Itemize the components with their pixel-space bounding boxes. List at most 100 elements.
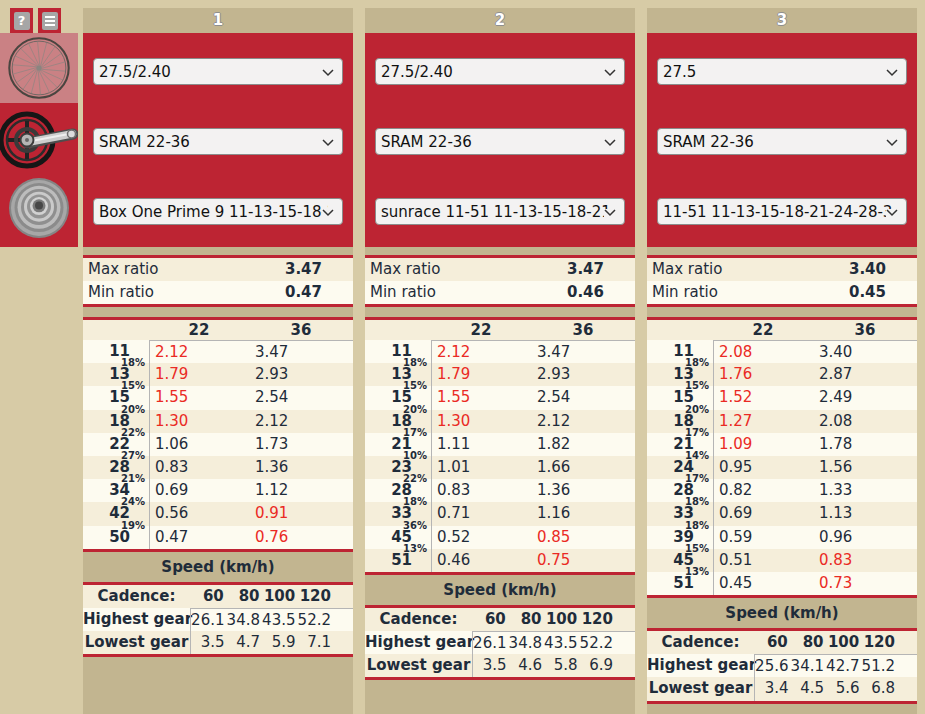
highest-speed-value: 34.8 [509, 632, 545, 654]
ratio-36-value: 2.12 [250, 410, 353, 433]
crankset-image[interactable] [0, 107, 78, 173]
wheel-image[interactable] [0, 33, 78, 103]
wheel-select[interactable]: 27.5/2.40 [375, 58, 625, 85]
question-icon: ? [14, 12, 30, 30]
ratio-22-value: 0.56 [150, 502, 250, 525]
cassette-select[interactable]: Box One Prime 9 11-13-15-18-2 [93, 198, 343, 225]
ratio-36-value: 2.87 [814, 363, 917, 386]
ratio-22-value: 1.11 [432, 433, 532, 456]
cadence-value: 60 [190, 585, 226, 608]
ratio-36-value: 3.47 [250, 341, 353, 363]
highest-speed-value: 34.8 [227, 609, 263, 631]
highest-speed-value: 52.2 [580, 632, 616, 654]
step-percent: 17% [685, 428, 709, 438]
min-ratio-value: 0.47 [253, 281, 353, 304]
lowest-gear-label: Lowest gear [365, 654, 472, 677]
cassette-image[interactable] [0, 177, 78, 239]
step-percent: 18% [685, 497, 709, 507]
wheel-select[interactable]: 27.5 [657, 58, 907, 85]
step-percent: 15% [121, 381, 145, 391]
ratio-cells: 0.520.85 [431, 526, 635, 549]
ratio-36-value: 1.78 [814, 433, 917, 456]
ratio-36-value: 0.96 [814, 526, 917, 549]
cadence-value: 100 [544, 608, 580, 631]
min-ratio-label: Min ratio [365, 281, 535, 304]
ratio-36-value: 2.49 [814, 386, 917, 409]
cadence-label: Cadence: [365, 608, 472, 631]
max-ratio-row: Max ratio3.40 [647, 258, 917, 281]
ratio-22-value: 1.76 [714, 363, 814, 386]
chainring-header-row: 2236 [365, 320, 635, 340]
min-ratio-row: Min ratio0.47 [83, 281, 353, 304]
highest-speed-value: 26.1 [191, 609, 227, 631]
crank-select[interactable]: SRAM 22-36 [657, 128, 907, 155]
cadence-value: 80 [790, 631, 826, 654]
cadence-row: Cadence:6080100120 [365, 608, 635, 631]
ratio-cells: 1.061.73 [149, 433, 353, 456]
max-ratio-row: Max ratio3.47 [365, 258, 635, 281]
lowest-gear-row: Lowest gear3.54.65.86.9 [365, 654, 635, 677]
menu-button[interactable] [38, 8, 61, 33]
cadence-label: Cadence: [83, 585, 190, 608]
lowest-speed-value: 6.8 [862, 677, 898, 700]
step-percent: 18% [403, 358, 427, 368]
wheel-select[interactable]: 27.5/2.40 [93, 58, 343, 85]
crank-select-value: SRAM 22-36 [381, 133, 610, 151]
selector-panel: 27.5/2.40 SRAM 22-36 sunrace 11-51 11-13… [365, 33, 635, 247]
step-percent: 20% [121, 405, 145, 415]
chainring-22-header: 22 [149, 320, 249, 340]
cassette-select-value: Box One Prime 9 11-13-15-18-2 [99, 203, 328, 221]
chevron-down-icon [604, 69, 616, 77]
ratio-summary-table: Max ratio3.47 Min ratio0.46 [365, 255, 635, 307]
lowest-speed-value: 4.7 [227, 631, 263, 654]
cassette-select[interactable]: sunrace 11-51 11-13-15-18-21-2 [375, 198, 625, 225]
cadence-value: 120 [579, 608, 615, 631]
ratio-cells: 0.821.33 [713, 479, 917, 502]
gear-ratio-table: 2236 1118% 2.083.40 1315% 1.762.87 1520%… [647, 317, 917, 598]
cadence-value: 60 [754, 631, 790, 654]
ratio-cells: 1.272.08 [713, 410, 917, 433]
chevron-down-icon [322, 139, 334, 147]
ratio-22-value: 1.30 [150, 410, 250, 433]
min-ratio-value: 0.45 [817, 281, 917, 304]
speed-table: Cadence:6080100120 Highest gear26.134.84… [83, 582, 353, 658]
crank-select[interactable]: SRAM 22-36 [375, 128, 625, 155]
ratio-22-value: 0.82 [714, 479, 814, 502]
ratio-cells: 2.083.40 [713, 340, 917, 363]
gear-row: 1118% 2.083.40 [647, 340, 917, 363]
selector-panel: 27.5 SRAM 22-36 11-51 11-13-15-18-21-24-… [647, 33, 917, 247]
lowest-gear-label: Lowest gear [647, 677, 754, 700]
help-button[interactable]: ? [10, 8, 33, 33]
step-percent: 19% [121, 521, 145, 531]
ratio-36-value: 0.85 [532, 526, 635, 549]
step-percent: 13% [403, 544, 427, 554]
max-ratio-value: 3.47 [253, 258, 353, 281]
crank-select[interactable]: SRAM 22-36 [93, 128, 343, 155]
ratio-36-value: 3.47 [532, 341, 635, 363]
list-icon [42, 12, 58, 30]
ratio-36-value: 1.56 [814, 456, 917, 479]
highest-speed-value: 43.5 [262, 609, 298, 631]
cadence-value: 80 [226, 585, 262, 608]
step-percent: 10% [403, 451, 427, 461]
speed-table: Cadence:6080100120 Highest gear25.634.14… [647, 628, 917, 704]
chevron-down-icon [604, 139, 616, 147]
cassette-select-value: 11-51 11-13-15-18-21-24-28-33 [663, 203, 892, 221]
ratio-cells: 1.792.93 [149, 363, 353, 386]
step-percent: 17% [685, 474, 709, 484]
wheel-select-value: 27.5/2.40 [99, 63, 328, 81]
ratio-cells: 1.091.78 [713, 433, 917, 456]
ratio-cells: 0.951.56 [713, 456, 917, 479]
setup-column-1: 1 27.5/2.40 SRAM 22-36 Box One Prime 9 1… [83, 8, 353, 714]
step-percent: 18% [403, 497, 427, 507]
cassette-select[interactable]: 11-51 11-13-15-18-21-24-28-33 [657, 198, 907, 225]
ratio-36-value: 1.33 [814, 479, 917, 502]
min-ratio-label: Min ratio [83, 281, 253, 304]
step-percent: 20% [685, 405, 709, 415]
step-percent: 18% [685, 521, 709, 531]
chainring-36-header: 36 [813, 320, 917, 340]
ratio-cells: 0.711.16 [431, 502, 635, 525]
ratio-cells: 0.450.73 [713, 572, 917, 595]
ratio-36-value: 0.76 [250, 526, 353, 549]
chainring-36-header: 36 [249, 320, 353, 340]
